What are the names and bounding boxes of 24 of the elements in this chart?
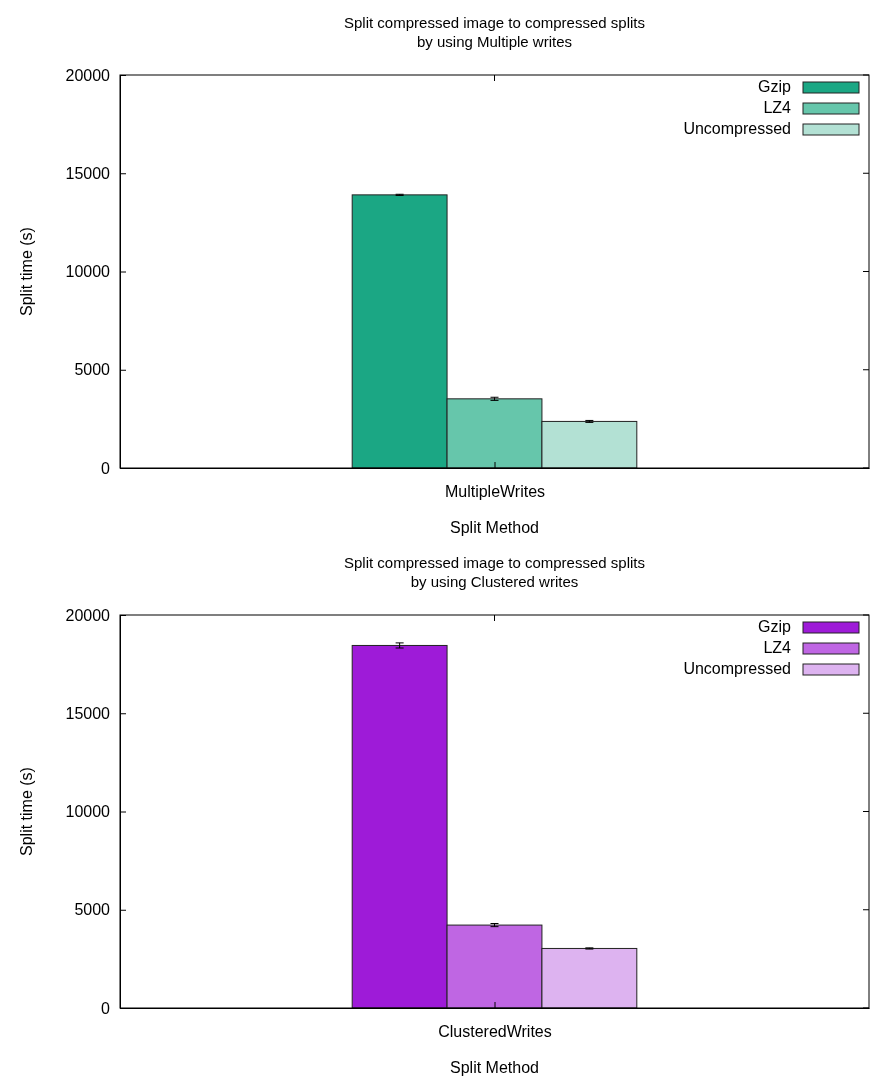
x-tick-label: ClusteredWrites bbox=[438, 1023, 552, 1041]
y-tick-label: 15000 bbox=[65, 704, 111, 722]
y-tick-label: 10000 bbox=[65, 263, 111, 281]
legend-label: Uncompressed bbox=[683, 660, 791, 677]
y-tick-label: 0 bbox=[101, 999, 111, 1017]
legend-label: Uncompressed bbox=[683, 120, 791, 137]
y-tick-label: 5000 bbox=[74, 361, 111, 379]
y-tick-label: 20000 bbox=[65, 66, 111, 84]
legend-label: Gzip bbox=[758, 78, 792, 95]
legend-label: LZ4 bbox=[763, 99, 792, 116]
y-tick-label: 0 bbox=[101, 459, 111, 477]
y-tick-label: 15000 bbox=[65, 164, 111, 182]
y-axis-title: Split time (s) bbox=[18, 767, 35, 856]
chart-title: Split compressed image to compressed splits by using Clustered writes bbox=[344, 554, 645, 590]
x-axis-title: Split Method bbox=[450, 1059, 539, 1076]
y-tick-label: 10000 bbox=[65, 803, 111, 821]
chart-title: Split compressed image to compressed splits by using Multiple writes bbox=[344, 14, 645, 50]
y-axis-title: Split time (s) bbox=[18, 227, 35, 316]
legend-label: LZ4 bbox=[763, 639, 792, 656]
y-tick-label: 20000 bbox=[65, 606, 111, 624]
x-tick-label: MultipleWrites bbox=[444, 483, 546, 501]
x-axis-title: Split Method bbox=[450, 519, 539, 536]
legend-label: Gzip bbox=[758, 618, 792, 635]
y-tick-label: 5000 bbox=[74, 901, 111, 919]
